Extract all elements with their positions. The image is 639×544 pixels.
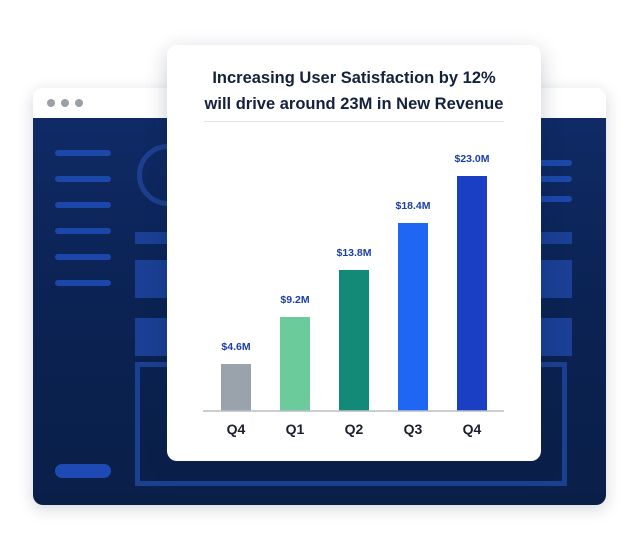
chart-title-line-1: Increasing User Satisfaction by 12% xyxy=(212,69,496,87)
x-tick-label: Q4 xyxy=(227,421,246,437)
placeholder-line xyxy=(55,228,111,234)
placeholder-block xyxy=(135,260,171,298)
chart-card: Increasing User Satisfaction by 12% will… xyxy=(167,45,541,461)
data-label: $23.0M xyxy=(454,153,489,165)
window-dot-icon xyxy=(47,99,55,107)
placeholder-line xyxy=(55,280,111,286)
placeholder-line xyxy=(55,176,111,182)
bar-1 xyxy=(221,364,251,411)
bar-2 xyxy=(280,317,310,411)
placeholder-line xyxy=(538,176,572,182)
placeholder-block xyxy=(538,318,572,356)
placeholder-line xyxy=(55,202,111,208)
bar-4 xyxy=(398,223,428,411)
bar-5 xyxy=(457,176,487,411)
x-tick-label: Q2 xyxy=(345,421,364,437)
placeholder-line xyxy=(55,254,111,260)
data-label: $9.2M xyxy=(280,294,309,306)
placeholder-block xyxy=(135,232,171,244)
placeholder-block xyxy=(135,318,171,356)
bar-chart: $4.6M Q4 $9.2M Q1 $13.8M Q2 $18.4M Q3 $23.0M Q4 xyxy=(203,153,504,437)
placeholder-line xyxy=(55,150,111,156)
x-tick-label: Q3 xyxy=(404,421,423,437)
bar-3 xyxy=(339,270,369,411)
placeholder-line xyxy=(538,196,572,202)
window-dot-icon xyxy=(61,99,69,107)
x-tick-label: Q1 xyxy=(286,421,305,437)
placeholder-block xyxy=(538,232,572,244)
x-tick-label: Q4 xyxy=(463,421,482,437)
chart-title-line-2: will drive around 23M in New Revenue xyxy=(204,95,504,113)
window-dot-icon xyxy=(75,99,83,107)
data-label: $4.6M xyxy=(221,341,250,353)
chart-title: Increasing User Satisfaction by 12% will… xyxy=(167,65,541,117)
data-label: $13.8M xyxy=(336,247,371,259)
placeholder-line xyxy=(538,160,572,166)
placeholder-block xyxy=(538,260,572,298)
data-label: $18.4M xyxy=(395,200,430,212)
title-divider xyxy=(204,121,504,122)
placeholder-pill xyxy=(55,464,111,478)
